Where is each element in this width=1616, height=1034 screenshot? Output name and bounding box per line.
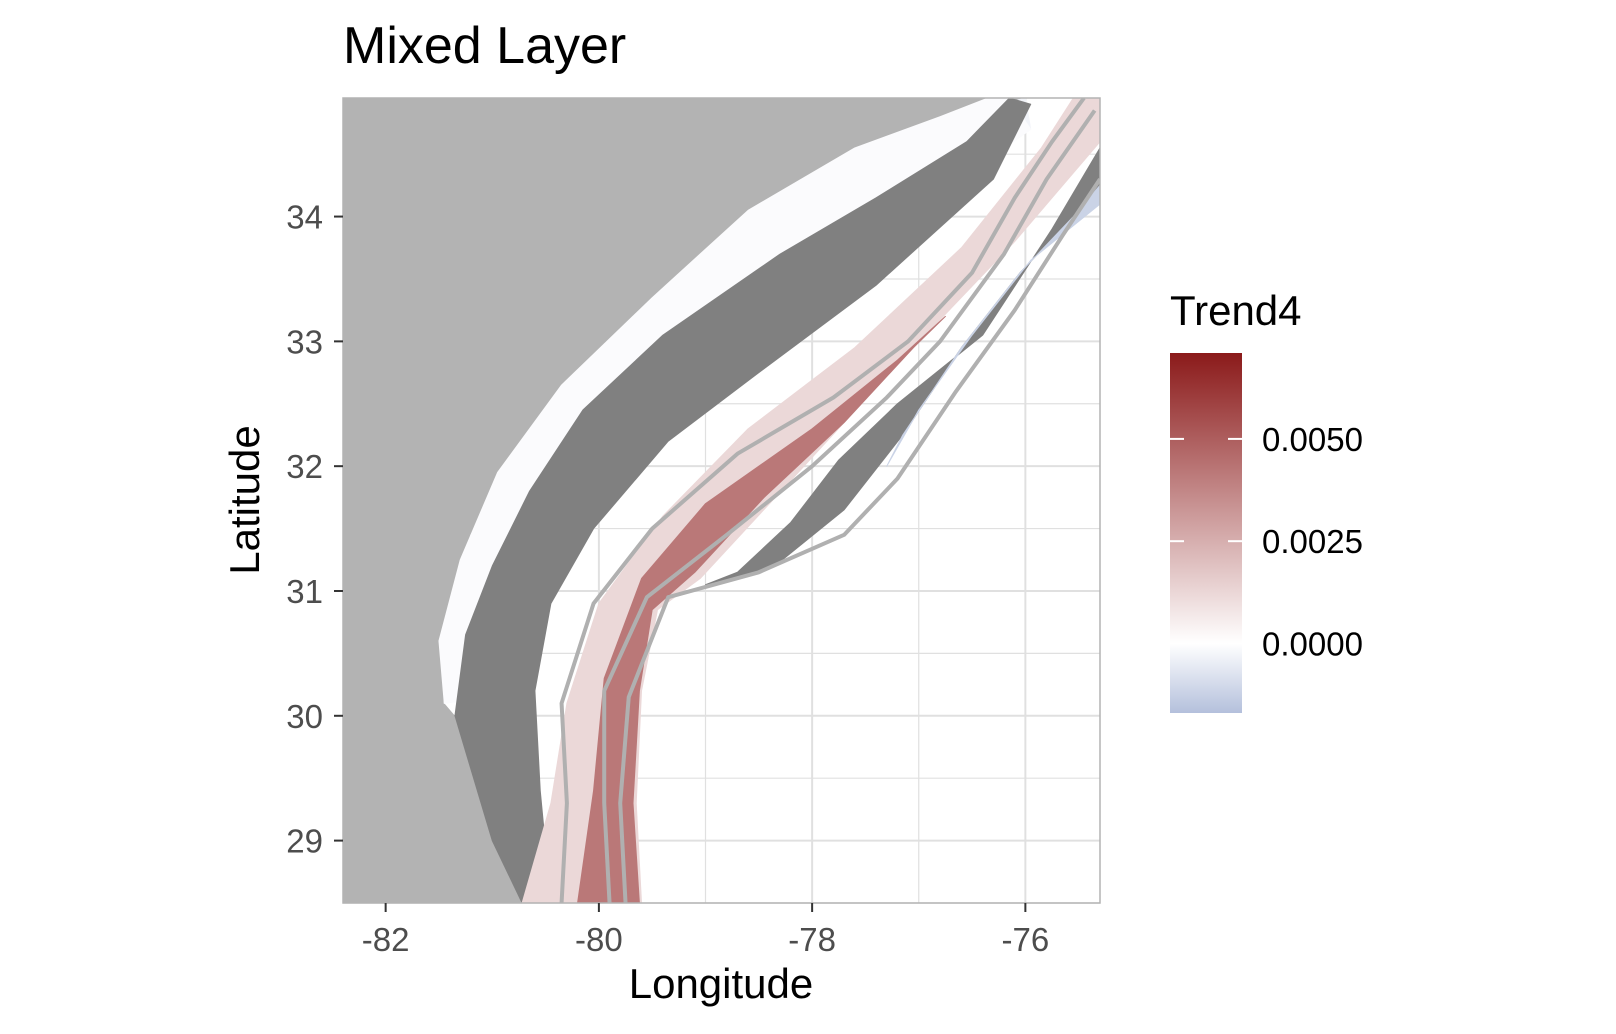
depth-contour-1: [559, 98, 1086, 903]
trend-zone-outer-shelf: [521, 98, 1100, 903]
y-tick-label: 34: [286, 199, 323, 236]
x-tick-label: -76: [1002, 921, 1050, 958]
x-tick-label: -80: [575, 921, 623, 958]
depth-contour-2: [602, 109, 1097, 903]
y-tick-label: 29: [286, 823, 323, 860]
y-tick-label: 32: [286, 448, 323, 485]
x-axis-title: Longitude: [629, 960, 814, 1007]
y-tick-label: 31: [286, 573, 323, 610]
trend-field: [438, 98, 1100, 903]
legend-colorbar: [1170, 353, 1242, 713]
x-axis: -82 -80 -78 -76: [362, 903, 1049, 958]
legend: Trend4 0.0050 0.0025 0.0000: [1170, 287, 1363, 713]
map-panel: [342, 97, 1101, 904]
depth-contour-3: [618, 178, 1100, 903]
legend-ticks: 0.0050 0.0025 0.0000: [1170, 421, 1363, 662]
legend-title: Trend4: [1170, 287, 1302, 334]
panel-border: [342, 97, 1101, 904]
legend-break-label: 0.0000: [1262, 625, 1363, 662]
chart-title: Mixed Layer: [343, 17, 626, 75]
y-tick-label: 30: [286, 698, 323, 735]
legend-break-label: 0.0025: [1262, 523, 1363, 560]
y-tick-label: 33: [286, 323, 323, 360]
x-tick-label: -78: [788, 921, 836, 958]
x-tick-label: -82: [362, 921, 410, 958]
land-mass: [343, 98, 1026, 903]
trend-zone-shelf-break-core: [577, 315, 946, 903]
y-axis-title: Latitude: [221, 425, 268, 574]
y-axis: 29 30 31 32 33 34: [286, 199, 343, 860]
legend-break-label: 0.0050: [1262, 421, 1363, 458]
bathymetry-contours: [559, 98, 1100, 903]
